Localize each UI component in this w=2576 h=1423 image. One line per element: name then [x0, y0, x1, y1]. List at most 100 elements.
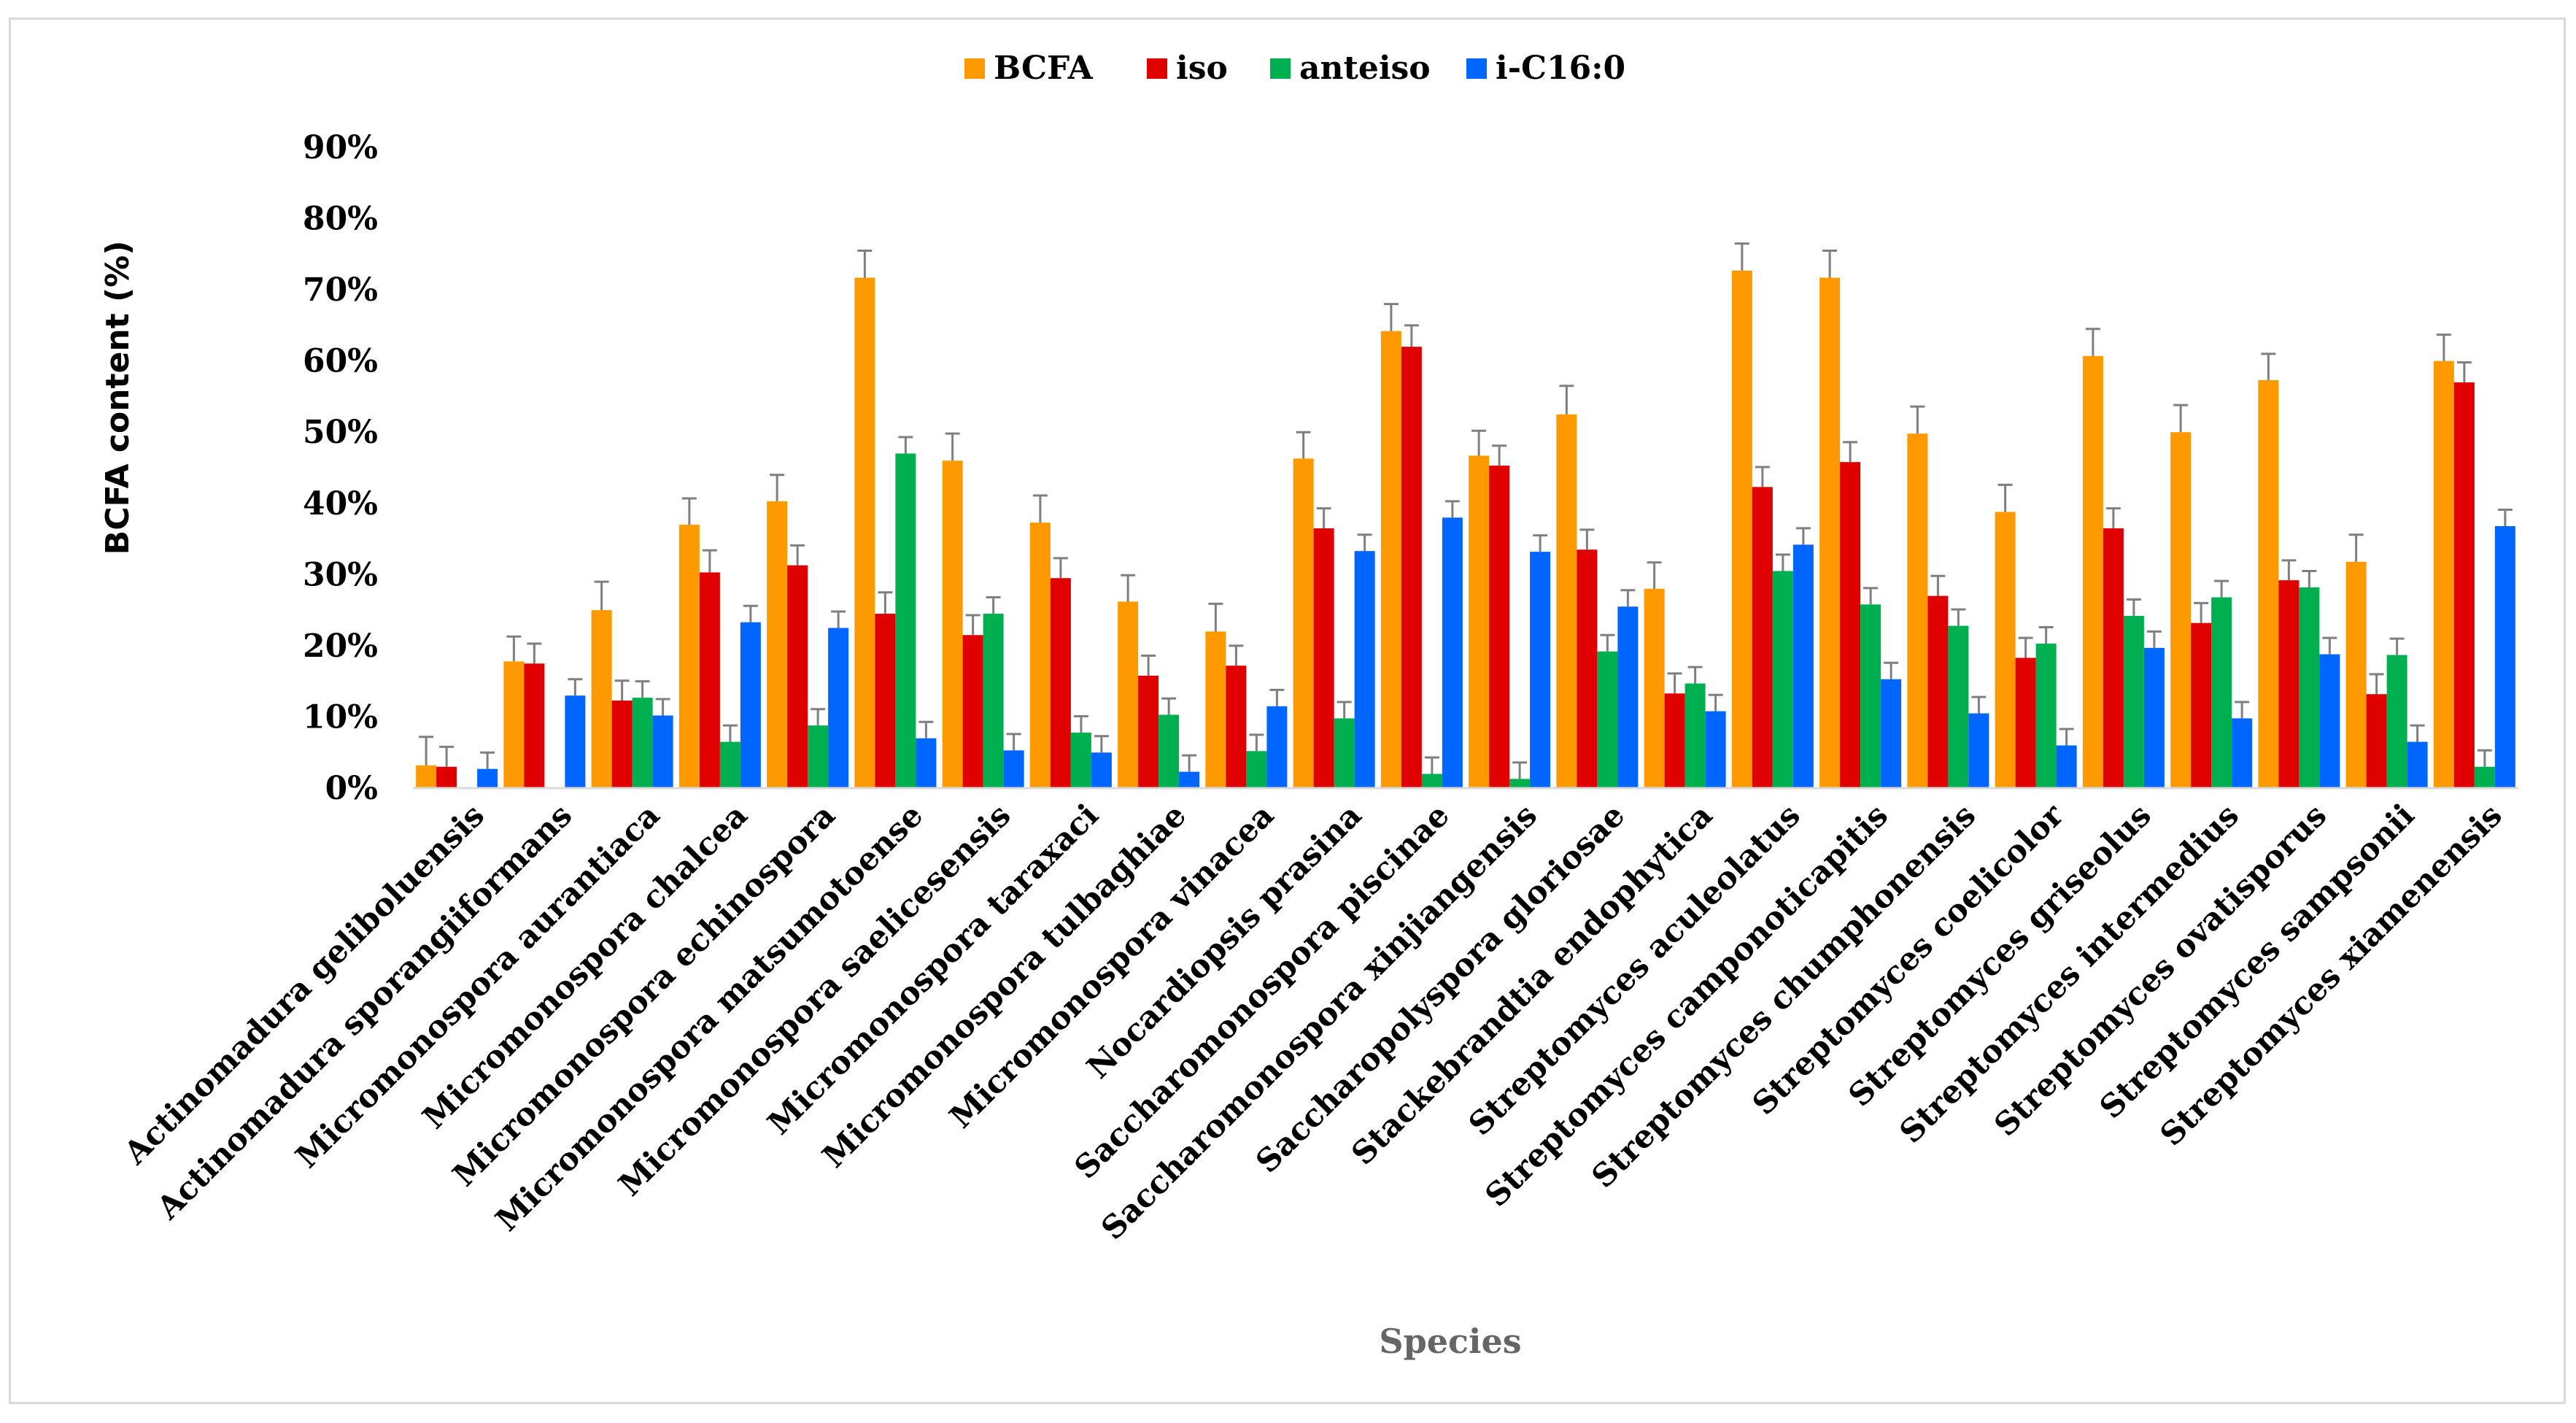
bar-i-c16-0: [740, 622, 761, 788]
bar-i-c16-0: [652, 715, 673, 788]
bar-anteiso: [1509, 779, 1531, 788]
y-tick-label: 70%: [303, 271, 378, 309]
bar-i-c16-0: [2143, 647, 2165, 788]
bar-i-c16-0: [1003, 750, 1024, 788]
bar-i-c16-0: [1266, 706, 1288, 788]
bar-bcfa: [503, 661, 525, 788]
bar-iso: [1138, 675, 1159, 788]
bar-anteiso: [808, 725, 829, 788]
bar-iso: [2103, 528, 2124, 788]
bar-anteiso: [2474, 766, 2495, 788]
y-axis-ticks: 0% 10% 20% 30% 40% 50% 60% 70% 80% 90%: [303, 129, 378, 807]
bar-i-c16-0: [565, 695, 586, 788]
bar-bcfa: [2433, 360, 2454, 789]
legend-label: BCFA: [994, 50, 1094, 87]
bar-iso: [1226, 666, 1247, 788]
bar-bcfa: [2082, 355, 2103, 788]
bar-iso: [1752, 487, 1773, 788]
bar-i-c16-0: [1792, 544, 1814, 788]
bar-bcfa: [2345, 561, 2367, 788]
category-label: Streptomyces camponoticapitis: [1479, 797, 1895, 1214]
y-tick-label: 20%: [303, 628, 378, 665]
bar-bcfa: [1118, 601, 1139, 788]
bar-anteiso: [1246, 751, 1267, 788]
y-tick-label: 50%: [303, 414, 378, 451]
y-tick-label: 30%: [303, 556, 378, 593]
bar-bcfa: [854, 277, 875, 788]
bar-anteiso: [632, 698, 653, 788]
bar-i-c16-0: [2056, 745, 2077, 788]
bar-bcfa: [1469, 455, 1490, 788]
bar-bcfa: [416, 765, 437, 788]
error-bars: [419, 242, 2513, 779]
bar-i-c16-0: [477, 768, 498, 788]
legend-swatch: [1270, 58, 1291, 79]
bar-i-c16-0: [1881, 679, 1902, 788]
category-label: Streptomyces sampsonii: [2093, 797, 2422, 1126]
bar-bcfa: [2170, 432, 2192, 788]
bar-anteiso: [2123, 615, 2144, 788]
bar-anteiso: [2386, 655, 2407, 788]
bar-anteiso: [719, 741, 740, 788]
bar-iso: [611, 701, 633, 788]
bar-bcfa: [767, 501, 788, 788]
legend-swatch: [1147, 58, 1167, 79]
bar-bcfa: [2258, 380, 2279, 788]
bar-iso: [699, 572, 720, 788]
bar-i-c16-0: [1179, 771, 1200, 788]
bar-i-c16-0: [1442, 517, 1463, 788]
bar-bcfa: [1995, 512, 2016, 788]
chart-frame: [9, 18, 2566, 1404]
x-axis-title: Species: [1379, 1322, 1521, 1361]
bar-bcfa: [1556, 414, 1577, 788]
legend: BCFA iso anteiso i-C16:0: [964, 50, 1625, 87]
bar-iso: [2015, 657, 2036, 788]
bar-bcfa: [1205, 631, 1226, 788]
legend-label: i-C16:0: [1496, 50, 1625, 87]
bar-i-c16-0: [828, 628, 849, 788]
bar-iso: [875, 613, 896, 788]
bar-anteiso: [2211, 597, 2232, 788]
bar-i-c16-0: [916, 738, 937, 788]
bar-anteiso: [2035, 643, 2057, 788]
bar-bcfa: [678, 525, 700, 788]
bar-bcfa: [591, 610, 612, 788]
bar-i-c16-0: [2232, 718, 2253, 788]
bar-bcfa: [1029, 522, 1051, 788]
y-tick-label: 90%: [303, 129, 378, 166]
bar-iso: [1313, 528, 1334, 788]
bar-bcfa: [1293, 458, 1314, 788]
bar-iso: [1664, 693, 1685, 788]
y-axis-title: BCFA content (%): [99, 241, 136, 555]
bar-i-c16-0: [1968, 713, 1989, 788]
bar-bcfa: [1819, 277, 1841, 788]
bar-iso: [1489, 466, 1510, 788]
bar-i-c16-0: [1530, 552, 1551, 788]
bar-iso: [2278, 580, 2300, 788]
y-tick-label: 40%: [303, 485, 378, 522]
bar-iso: [2453, 382, 2475, 788]
bar-iso: [436, 766, 457, 788]
y-tick-label: 0%: [325, 770, 378, 807]
legend-label: iso: [1176, 50, 1228, 87]
y-tick-label: 10%: [303, 698, 378, 736]
bar-iso: [787, 565, 808, 788]
bar-bcfa: [942, 460, 963, 788]
bar-iso: [1927, 595, 1949, 788]
y-tick-label: 60%: [303, 343, 378, 380]
legend-swatch: [1466, 58, 1487, 79]
bar-i-c16-0: [1091, 752, 1112, 788]
bar-i-c16-0: [2319, 654, 2340, 788]
legend-swatch: [964, 58, 985, 79]
bar-anteiso: [983, 613, 1004, 788]
bar-iso: [1577, 549, 1598, 788]
bar-anteiso: [1159, 714, 1180, 788]
bar-iso: [1840, 462, 1861, 788]
bar-marks: [416, 270, 2515, 789]
bar-iso: [1050, 578, 1071, 788]
bar-anteiso: [1860, 604, 1881, 788]
bar-anteiso: [895, 453, 916, 788]
bar-iso: [1401, 347, 1422, 789]
